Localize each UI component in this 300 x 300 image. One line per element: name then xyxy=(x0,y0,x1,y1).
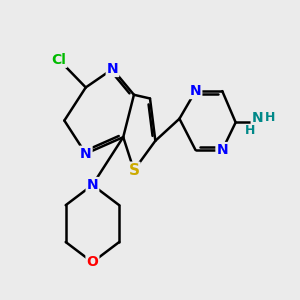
Text: N: N xyxy=(87,178,98,192)
Text: H: H xyxy=(265,111,275,124)
Text: N: N xyxy=(190,84,201,98)
Text: N: N xyxy=(217,143,228,157)
Text: S: S xyxy=(128,163,140,178)
Text: O: O xyxy=(86,255,98,269)
Text: H: H xyxy=(244,124,255,137)
Text: N: N xyxy=(80,147,92,161)
Text: N: N xyxy=(107,62,118,76)
Text: N: N xyxy=(251,111,263,124)
Text: Cl: Cl xyxy=(52,53,66,67)
